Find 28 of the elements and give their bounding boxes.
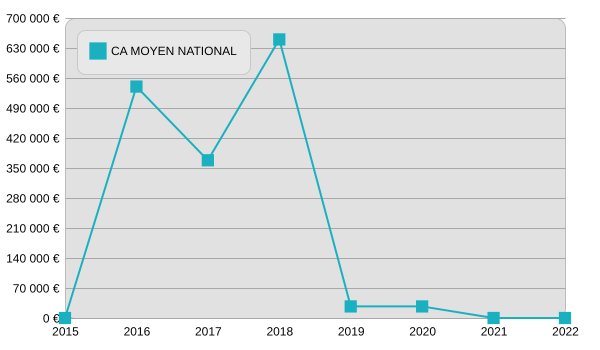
x-tick-label: 2015 [52, 324, 80, 338]
y-tick-label: 280 000 € [6, 192, 60, 206]
x-tick-label: 2016 [124, 324, 151, 338]
point [202, 154, 214, 166]
y-tick-label: 0 € [42, 312, 60, 326]
y-tick-label: 700 000 € [6, 12, 60, 26]
y-tick-label: 140 000 € [6, 252, 60, 266]
point [273, 33, 286, 46]
x-tick-label: 2022 [552, 324, 580, 338]
point [487, 312, 500, 324]
x-tick-label: 2021 [480, 324, 508, 338]
y-tick-label: 560 000 € [6, 72, 60, 86]
y-tick-label: 420 000 € [6, 132, 60, 146]
point [344, 300, 357, 313]
legend-label: CA MOYEN NATIONAL [111, 44, 238, 58]
y-tick-label: 630 000 € [6, 42, 60, 56]
y-tick-label: 70 000 € [12, 282, 60, 296]
point [130, 80, 143, 93]
y-tick-label: 210 000 € [6, 222, 60, 236]
y-tick-label: 490 000 € [6, 102, 60, 116]
point [58, 312, 72, 324]
x-tick-label: 2018 [266, 324, 294, 338]
point [558, 312, 572, 324]
y-tick-label: 350 000 € [6, 162, 60, 176]
x-tick-label: 2020 [409, 324, 436, 338]
x-tick-label: 2019 [338, 324, 365, 338]
point [416, 300, 428, 313]
x-tick-label: 2017 [195, 324, 222, 338]
